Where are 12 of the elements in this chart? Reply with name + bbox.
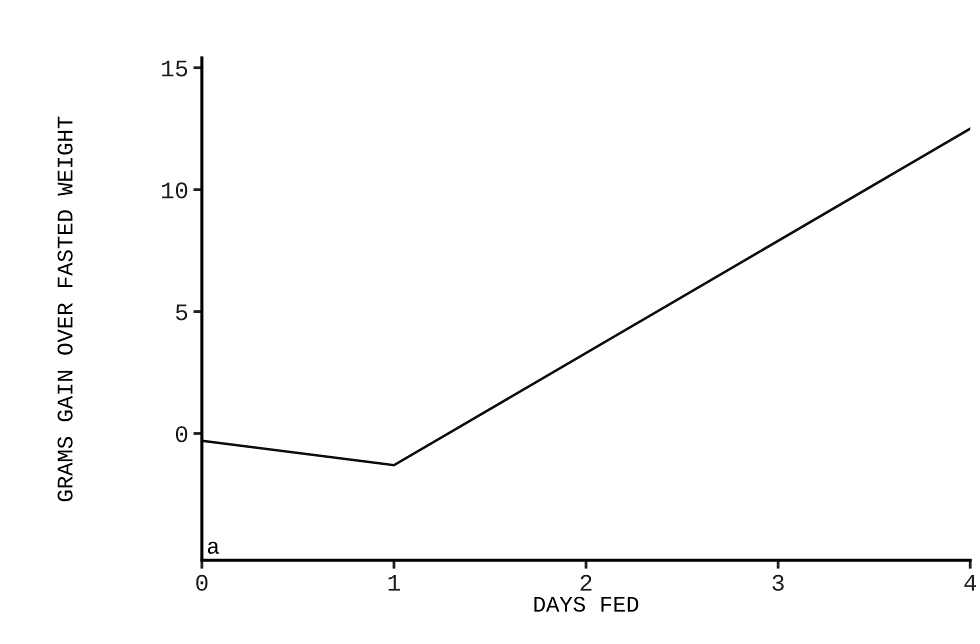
- x-axis-title: DAYS FED: [534, 596, 638, 612]
- x-tick-label: 2: [580, 574, 592, 591]
- y-tick-label: 0: [176, 426, 188, 442]
- x-tick-label: 3: [772, 574, 784, 591]
- y-axis-title: GRAMS GAIN OVER FASTED WEIGHT: [58, 116, 73, 502]
- x-tick-label: 1: [388, 575, 400, 591]
- x-tick-label: 0: [196, 574, 208, 591]
- x-tick-label: 4: [964, 575, 976, 591]
- y-tick-label: 10: [162, 182, 188, 198]
- y-tick-label: 5: [176, 304, 188, 320]
- y-tick-label: 15: [162, 60, 188, 76]
- annotation: a: [208, 542, 220, 554]
